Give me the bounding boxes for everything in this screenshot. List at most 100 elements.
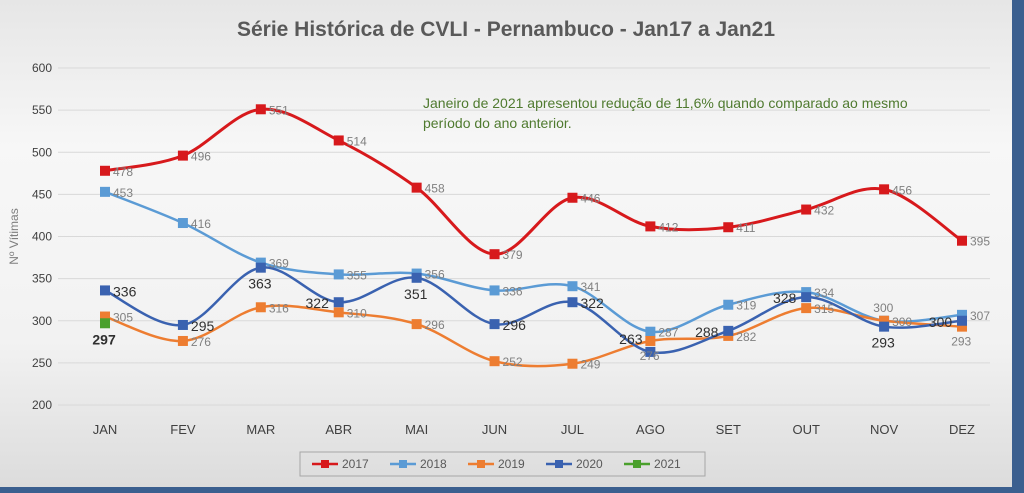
data-point-2017 bbox=[723, 222, 734, 233]
legend-label-2021: 2021 bbox=[654, 457, 681, 471]
x-tick-label: JAN bbox=[93, 422, 118, 437]
data-label-2018: 307 bbox=[970, 309, 990, 323]
data-point-2020 bbox=[255, 262, 266, 273]
x-tick-label: OUT bbox=[792, 422, 820, 437]
data-point-2018 bbox=[177, 218, 188, 229]
data-point-2019 bbox=[177, 335, 188, 346]
data-label-2018: 416 bbox=[191, 217, 211, 231]
data-point-2020 bbox=[957, 315, 967, 326]
data-label-2020: 295 bbox=[191, 318, 215, 334]
data-point-2017 bbox=[411, 182, 422, 193]
data-label-2019: 296 bbox=[425, 318, 445, 332]
data-point-2020 bbox=[489, 319, 500, 330]
data-label-2019: 315 bbox=[814, 302, 834, 316]
data-label-2020: 336 bbox=[113, 283, 137, 299]
data-point-2018 bbox=[100, 186, 110, 197]
y-tick-label: 400 bbox=[32, 230, 52, 244]
data-label-2020: 296 bbox=[503, 317, 527, 333]
data-point-2019 bbox=[333, 307, 344, 318]
data-label-2019: 310 bbox=[347, 306, 367, 320]
data-point-2019 bbox=[879, 315, 890, 326]
data-label-2017: 412 bbox=[658, 220, 678, 234]
data-point-2019 bbox=[255, 302, 266, 313]
x-tick-label: AGO bbox=[636, 422, 665, 437]
data-label-2018: 369 bbox=[269, 257, 289, 271]
data-point-2020 bbox=[645, 346, 656, 357]
data-point-2020 bbox=[879, 321, 890, 332]
data-point-2020 bbox=[723, 325, 734, 336]
data-label-2020: 322 bbox=[580, 295, 604, 311]
data-point-2018 bbox=[645, 326, 656, 337]
data-label-2017: 379 bbox=[503, 248, 523, 262]
data-label-2017: 446 bbox=[580, 192, 600, 206]
legend-marker-2018 bbox=[399, 460, 407, 468]
data-label-2020: 300 bbox=[929, 314, 953, 330]
data-label-2020: 263 bbox=[619, 331, 643, 347]
data-point-2018 bbox=[333, 269, 344, 280]
data-label-2017: 551 bbox=[269, 103, 289, 117]
x-tick-label: NOV bbox=[870, 422, 899, 437]
data-point-2017 bbox=[801, 204, 812, 215]
data-label-2018: 355 bbox=[347, 268, 367, 282]
x-tick-label: ABR bbox=[325, 422, 352, 437]
series-line-2018 bbox=[104, 190, 963, 334]
data-point-2020 bbox=[411, 272, 422, 283]
legend-box bbox=[299, 451, 706, 477]
data-label-2017: 395 bbox=[970, 235, 990, 249]
data-point-2019 bbox=[567, 358, 578, 369]
data-point-2017 bbox=[333, 135, 344, 146]
data-point-2019 bbox=[489, 356, 500, 367]
data-point-2018 bbox=[567, 281, 578, 292]
legend-marker-2017 bbox=[321, 460, 329, 468]
data-label-2020: 363 bbox=[248, 276, 272, 292]
line-chart: 200 250 300 350 400 450 500 550 600 Nº Vítimas JAN… bbox=[7, 61, 990, 477]
data-point-2017 bbox=[255, 104, 266, 115]
data-label-2018: 287 bbox=[658, 326, 678, 340]
data-label-2019: 249 bbox=[580, 358, 600, 372]
data-label-2018: 300 bbox=[892, 315, 912, 329]
data-point-2017 bbox=[567, 192, 578, 203]
data-label-2017: 432 bbox=[814, 204, 834, 218]
x-tick-label: SET bbox=[716, 422, 741, 437]
data-point-2020 bbox=[100, 285, 110, 296]
data-label-2019: 252 bbox=[503, 355, 523, 369]
data-label-2021: 297 bbox=[92, 331, 116, 347]
data-label-2020: 351 bbox=[404, 286, 428, 302]
data-point-2019 bbox=[957, 321, 967, 332]
data-point-2018 bbox=[489, 285, 500, 296]
y-tick-label: 450 bbox=[32, 187, 52, 201]
data-label-2020: 328 bbox=[773, 290, 797, 306]
y-tick-label: 300 bbox=[32, 314, 52, 328]
data-point-2017 bbox=[957, 235, 967, 246]
x-tick-label: MAI bbox=[405, 422, 428, 437]
data-point-2019 bbox=[801, 303, 812, 314]
data-label-2017: 514 bbox=[347, 134, 367, 148]
data-point-2019 bbox=[723, 330, 734, 341]
y-tick-label: 600 bbox=[32, 61, 52, 75]
y-tick-label: 550 bbox=[32, 103, 52, 117]
data-point-2019 bbox=[645, 335, 656, 346]
legend-label-2020: 2020 bbox=[576, 457, 603, 471]
data-label-2019: 276 bbox=[191, 335, 211, 349]
data-point-2017 bbox=[879, 184, 890, 195]
data-label-2017: 456 bbox=[892, 183, 912, 197]
legend-marker-2021 bbox=[633, 460, 641, 468]
data-label-2019: 276 bbox=[640, 349, 660, 363]
data-label-2018: 334 bbox=[814, 286, 834, 300]
data-point-2018 bbox=[801, 287, 812, 298]
data-label-2018: 341 bbox=[580, 280, 600, 294]
legend-label-2017: 2017 bbox=[342, 457, 369, 471]
data-label-2019: 305 bbox=[113, 311, 133, 325]
data-point-2017 bbox=[645, 221, 656, 232]
legend-marker-2020 bbox=[555, 460, 563, 468]
data-point-2017 bbox=[177, 150, 188, 161]
data-label-2019: 316 bbox=[269, 301, 289, 315]
data-label-2020: 288 bbox=[695, 324, 719, 340]
y-tick-label: 250 bbox=[32, 356, 52, 370]
y-tick-label: 350 bbox=[32, 272, 52, 286]
legend-label-2019: 2019 bbox=[498, 457, 525, 471]
data-point-2018 bbox=[723, 299, 734, 310]
x-tick-label: JUL bbox=[561, 422, 584, 437]
data-point-2020 bbox=[177, 319, 188, 330]
data-label-2019: 282 bbox=[736, 330, 756, 344]
